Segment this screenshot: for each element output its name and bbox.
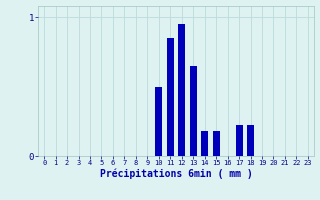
- Bar: [178, 24, 185, 156]
- Bar: [167, 38, 174, 156]
- Bar: [156, 87, 162, 156]
- Bar: [190, 66, 196, 156]
- Bar: [213, 131, 220, 156]
- Bar: [201, 131, 208, 156]
- Bar: [247, 125, 254, 156]
- X-axis label: Précipitations 6min ( mm ): Précipitations 6min ( mm ): [100, 169, 252, 179]
- Bar: [236, 125, 243, 156]
